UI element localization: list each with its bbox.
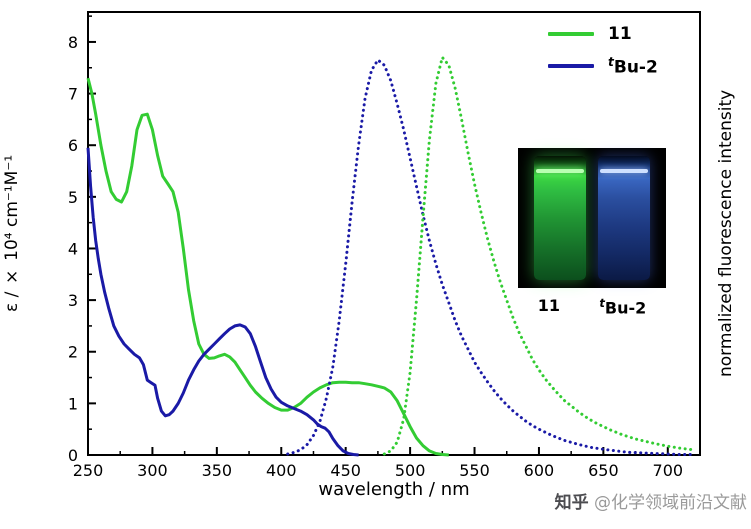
x-axis-label: wavelength / nm: [318, 479, 470, 500]
series-em-11: [382, 55, 696, 456]
legend-item-11: 11: [548, 22, 658, 46]
vial-11-meniscus: [535, 169, 585, 173]
photo-inset: 11 tBu-2: [518, 148, 666, 317]
legend-label-tbu2: tBu-2: [608, 56, 658, 77]
legend: 11 tBu-2: [548, 22, 658, 78]
y-axis-label-left: ε / × 10⁴ cm⁻¹M⁻¹: [2, 154, 22, 313]
watermark-brand: 知乎: [554, 493, 589, 513]
legend-label-11: 11: [608, 23, 632, 44]
x-tick-label: 500: [395, 461, 426, 480]
y-tick-label: 8: [68, 33, 78, 52]
x-tick-label: 300: [137, 461, 168, 480]
y-tick-label: 0: [68, 446, 78, 465]
legend-label-tbu2-sup: t: [608, 54, 614, 69]
y-tick-label: 7: [68, 85, 78, 104]
watermark-handle: @化学领域前沿文献: [594, 493, 747, 513]
watermark: 知乎 @化学领域前沿文献: [555, 488, 747, 513]
legend-item-tbu2: tBu-2: [548, 54, 658, 78]
y-tick-label: 2: [68, 343, 78, 362]
inset-label-tbu2: tBu-2: [599, 296, 646, 317]
y-tick-label: 6: [68, 136, 78, 155]
plot-frame: [87, 11, 701, 456]
series-abs-11: [86, 77, 449, 457]
inset-label-tbu2-main: Bu-2: [604, 298, 647, 318]
x-tick-label: 650: [588, 461, 619, 480]
vial-tbu2-meniscus: [599, 169, 649, 173]
inset-labels: 11 tBu-2: [518, 296, 666, 317]
x-tick-label: 250: [73, 461, 104, 480]
x-tick-label: 600: [524, 461, 555, 480]
y-tick-label: 5: [68, 188, 78, 207]
vial-tbu2-blue: [598, 156, 650, 280]
x-tick-label: 350: [202, 461, 233, 480]
y-tick-label: 4: [68, 239, 78, 258]
x-tick-label: 550: [459, 461, 490, 480]
x-tick-label: 700: [653, 461, 684, 480]
inset-label-11: 11: [537, 296, 560, 315]
legend-label-tbu2-main: Bu-2: [613, 57, 658, 78]
series-abs-tbu2: [86, 147, 359, 457]
y-axis-label-right: normalized fluorescence intensity: [716, 89, 736, 378]
y-tick-label: 1: [68, 394, 78, 413]
vials-photo: [518, 148, 666, 288]
x-tick-label: 400: [266, 461, 297, 480]
legend-line-tbu2: [548, 64, 594, 68]
inset-label-tbu2-sup: t: [599, 296, 605, 310]
legend-line-11: [548, 32, 594, 36]
y-tick-label: 3: [68, 291, 78, 310]
x-tick-label: 450: [330, 461, 361, 480]
vial-11-green: [534, 156, 586, 280]
